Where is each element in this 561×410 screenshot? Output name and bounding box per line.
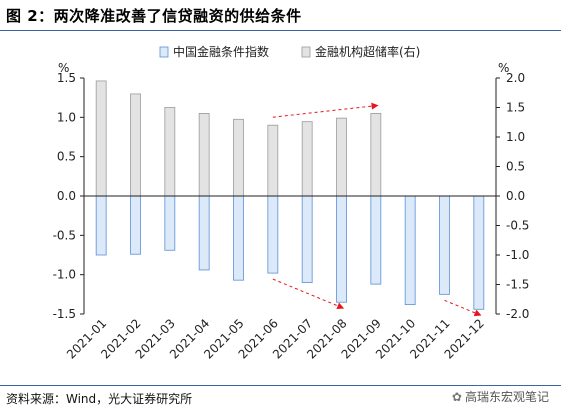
index-bar bbox=[130, 195, 141, 255]
index-bar bbox=[404, 195, 416, 305]
left-tick-label: 1.5 bbox=[57, 71, 76, 85]
index-bar bbox=[233, 195, 244, 281]
ratio-bar bbox=[301, 121, 313, 197]
index-bar bbox=[439, 195, 450, 295]
right-axis-unit: % bbox=[498, 61, 509, 75]
legend-label: 中国金融条件指数 bbox=[173, 44, 269, 59]
chart: 1.5 1.0 0.5 0.0 -0.5 -1.0 -1.5 2.0 1.5 1.0 0.5 0.0 -… bbox=[53, 44, 530, 362]
left-axis-unit: % bbox=[58, 61, 69, 75]
right-tick-label: -1.5 bbox=[506, 278, 529, 292]
left-tick-label: 0.0 bbox=[57, 189, 76, 203]
legend-label: 金融机构超储率(右) bbox=[315, 44, 420, 59]
watermark: ✿ 高瑞东宏观笔记 bbox=[452, 388, 549, 405]
index-bar bbox=[473, 195, 485, 310]
right-tick-label: -1.0 bbox=[506, 248, 529, 262]
ratio-bar bbox=[336, 117, 347, 197]
trend-arrow bbox=[272, 278, 345, 310]
ratio-bar bbox=[130, 93, 141, 197]
left-tick-label: 0.5 bbox=[57, 150, 76, 164]
ratio-bar bbox=[267, 124, 279, 197]
ratio-bar bbox=[198, 113, 210, 197]
left-tick-label: -1.5 bbox=[53, 307, 76, 321]
source-note: 资料来源：Wind，光大证券研究所 bbox=[6, 392, 193, 406]
legend-swatch bbox=[301, 46, 311, 58]
right-tick-label: 0.5 bbox=[506, 160, 525, 174]
index-bar bbox=[164, 195, 176, 251]
ratio-bar bbox=[164, 107, 176, 197]
index-bar bbox=[267, 195, 279, 274]
right-tick-label: 2.0 bbox=[506, 71, 525, 85]
left-tick-label: -0.5 bbox=[53, 228, 76, 242]
ratio-bar bbox=[370, 113, 382, 197]
left-tick-label: -1.0 bbox=[53, 268, 76, 282]
right-tick-label: 1.0 bbox=[506, 130, 525, 144]
ratio-bar bbox=[95, 80, 107, 197]
index-bar bbox=[370, 195, 382, 285]
watermark-text: 高瑞东宏观笔记 bbox=[464, 390, 549, 404]
wechat-icon: ✿ bbox=[451, 390, 462, 404]
index-bar bbox=[95, 195, 107, 256]
ratio-bar bbox=[233, 118, 244, 197]
right-tick-label: -0.5 bbox=[506, 219, 529, 233]
right-tick-label: 0.0 bbox=[506, 189, 525, 203]
left-tick-label: 1.0 bbox=[57, 110, 76, 124]
index-bar bbox=[301, 195, 313, 283]
footer-divider bbox=[0, 385, 561, 386]
trend-arrow bbox=[444, 299, 482, 317]
trend-arrow bbox=[272, 102, 379, 118]
index-bar bbox=[198, 195, 210, 271]
title-divider bbox=[0, 30, 561, 31]
right-tick-label: -2.0 bbox=[506, 307, 529, 321]
index-bar bbox=[336, 195, 347, 303]
right-tick-label: 1.5 bbox=[506, 101, 525, 115]
legend-swatch bbox=[159, 46, 169, 58]
page-title: 图 2：两次降准改善了信贷融资的供给条件 bbox=[6, 7, 302, 25]
